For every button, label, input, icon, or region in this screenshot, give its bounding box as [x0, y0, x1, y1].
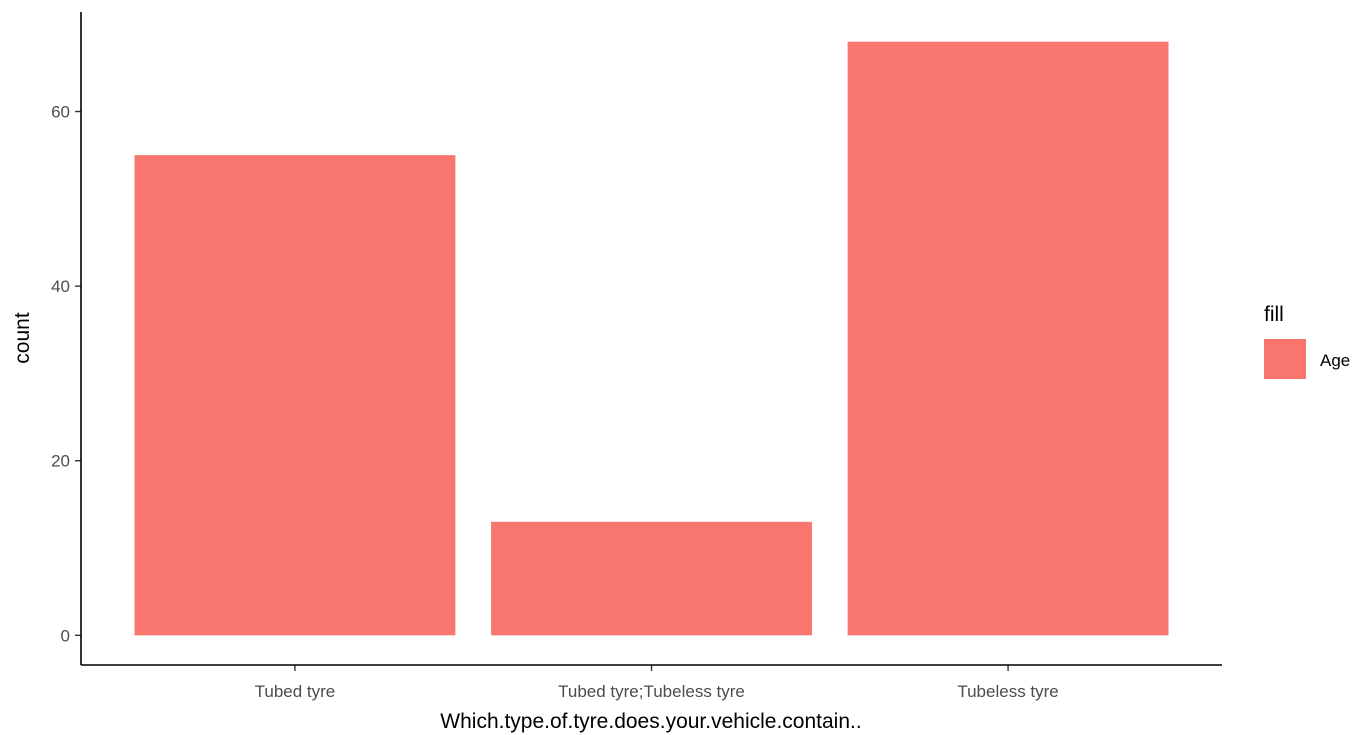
bar-2	[847, 41, 1169, 636]
x-axis-ticks: Tubed tyre Tubed tyre;Tubeless tyre Tubele…	[255, 665, 1059, 701]
y-axis-title: count	[11, 312, 34, 364]
x-tick-label: Tubeless tyre	[957, 682, 1058, 701]
bar-1	[491, 521, 812, 636]
x-axis-title: Which.type.of.tyre.does.your.vehicle.con…	[440, 710, 861, 733]
y-axis-ticks: 0 20 40 60	[51, 103, 81, 645]
bar-0	[134, 155, 456, 636]
y-tick-label: 40	[51, 277, 70, 296]
y-tick-label: 60	[51, 103, 70, 122]
legend-title: fill	[1264, 303, 1284, 326]
bars-group	[134, 41, 1169, 636]
legend: fill Age	[1264, 303, 1350, 379]
y-tick-label: 0	[61, 626, 70, 645]
legend-label-age: Age	[1320, 351, 1350, 370]
y-tick-label: 20	[51, 452, 70, 471]
x-tick-label: Tubed tyre	[255, 682, 336, 701]
x-tick-label: Tubed tyre;Tubeless tyre	[558, 682, 745, 701]
legend-key-age	[1264, 339, 1306, 379]
